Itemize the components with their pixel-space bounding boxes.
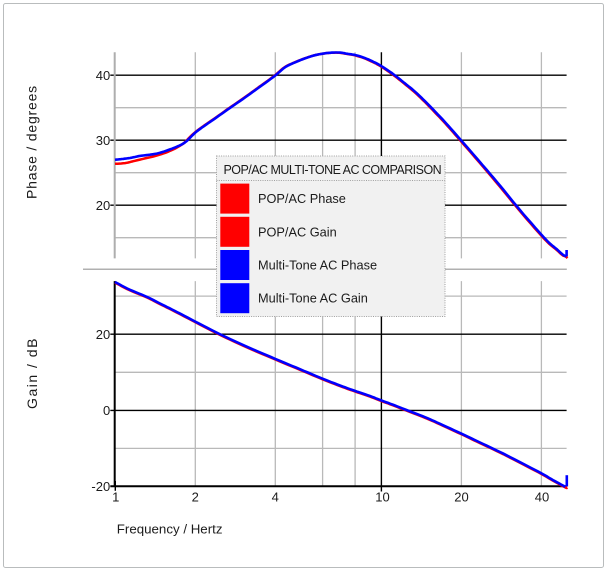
svg-text:POP/AC Gain: POP/AC Gain — [258, 224, 337, 239]
svg-text:Multi-Tone AC Gain: Multi-Tone AC Gain — [258, 291, 368, 306]
svg-text:20: 20 — [454, 490, 468, 505]
svg-text:40: 40 — [535, 490, 549, 505]
svg-text:20: 20 — [96, 198, 110, 213]
svg-text:0: 0 — [103, 403, 110, 418]
svg-text:-20: -20 — [91, 479, 110, 494]
svg-text:Frequency / Hertz: Frequency / Hertz — [117, 522, 223, 537]
svg-text:30: 30 — [96, 133, 110, 148]
svg-text:Phase / degrees: Phase / degrees — [24, 85, 40, 199]
svg-text:10: 10 — [375, 490, 389, 505]
svg-text:POP/AC Phase: POP/AC Phase — [258, 191, 346, 206]
svg-text:1: 1 — [112, 490, 119, 505]
svg-text:POP/AC MULTI-TONE AC COMPARISO: POP/AC MULTI-TONE AC COMPARISON — [224, 163, 442, 177]
svg-text:2: 2 — [192, 490, 199, 505]
svg-text:20: 20 — [96, 327, 110, 342]
svg-text:4: 4 — [272, 490, 279, 505]
svg-text:Multi-Tone AC Phase: Multi-Tone AC Phase — [258, 258, 377, 273]
svg-text:40: 40 — [96, 68, 110, 83]
svg-text:Gain / dB: Gain / dB — [24, 337, 40, 409]
